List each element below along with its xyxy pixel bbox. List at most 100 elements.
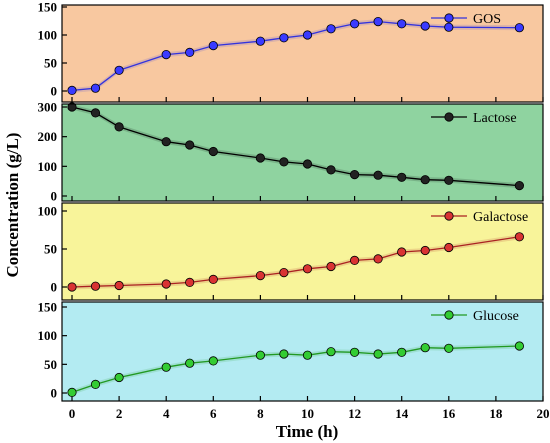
data-point	[67, 85, 77, 96]
data-point	[114, 122, 124, 132]
data-point	[326, 347, 336, 357]
data-point	[420, 245, 430, 256]
data-point	[514, 181, 525, 191]
data-point	[208, 146, 218, 157]
y-tick-label: 150	[38, 0, 58, 15]
data-point	[349, 255, 360, 265]
y-tick-label: 0	[51, 189, 58, 204]
y-tick-label: 0	[51, 280, 58, 295]
data-point	[373, 254, 383, 264]
data-point	[161, 362, 171, 372]
data-point	[349, 170, 360, 180]
data-point	[67, 282, 77, 292]
y-tick-label: 0	[51, 386, 58, 401]
data-point	[185, 140, 195, 150]
data-point	[420, 175, 430, 185]
data-point	[185, 47, 195, 58]
y-tick-label: 150	[38, 300, 58, 315]
y-tick-label: 100	[38, 28, 58, 43]
data-point	[373, 349, 383, 359]
data-point	[255, 270, 265, 281]
data-point	[444, 343, 454, 353]
data-point	[90, 379, 101, 389]
data-point	[90, 83, 101, 93]
data-point	[373, 170, 383, 180]
data-point	[279, 33, 289, 43]
data-point	[114, 372, 124, 383]
series-line	[71, 345, 520, 394]
y-tick-label: 300	[38, 100, 58, 115]
data-point	[444, 175, 454, 185]
x-tick-label: 4	[163, 406, 170, 421]
panel-background	[62, 302, 543, 401]
data-point	[514, 23, 525, 33]
data-point	[444, 22, 454, 32]
data-point	[255, 36, 265, 46]
data-point	[279, 157, 289, 167]
legend-label: Lactose	[473, 111, 517, 126]
legend-label: Glucose	[473, 309, 519, 324]
x-tick-label: 10	[301, 406, 314, 421]
data-point	[90, 281, 101, 291]
series-line	[71, 20, 520, 92]
data-point	[326, 165, 336, 175]
data-point	[326, 24, 336, 34]
data-point	[349, 19, 360, 29]
data-point	[514, 232, 525, 242]
legend-marker	[444, 310, 454, 320]
x-tick-label: 16	[442, 406, 456, 421]
data-point	[67, 387, 77, 397]
data-point	[397, 247, 407, 257]
data-point	[279, 349, 289, 359]
data-point	[302, 159, 313, 169]
data-point	[114, 280, 124, 291]
x-tick-label: 18	[489, 406, 503, 421]
legend-marker	[444, 13, 454, 23]
series-line	[71, 236, 520, 288]
data-point	[302, 30, 313, 40]
y-axis-title: Concentration (g/L)	[3, 133, 22, 278]
data-point	[161, 49, 171, 60]
data-point	[90, 108, 101, 118]
data-point	[114, 65, 124, 75]
panel-glucose: 0 50 100 150 Glucose	[38, 300, 544, 402]
y-tick-label: 50	[44, 357, 57, 372]
panel-gos: 0 50 100 150 GOS	[38, 0, 544, 103]
x-tick-label: 8	[257, 406, 264, 421]
y-tick-label: 100	[38, 159, 58, 174]
y-tick-label: 100	[38, 204, 58, 219]
panel-background	[62, 5, 543, 102]
y-tick-label: 50	[44, 242, 57, 257]
x-tick-label: 14	[395, 406, 409, 421]
panel-frame	[61, 202, 544, 301]
panel-lactose: 0 100 200 300 Lactose	[38, 100, 544, 204]
data-point	[302, 264, 313, 274]
data-point	[161, 279, 171, 289]
data-point	[373, 17, 383, 27]
data-point	[302, 350, 313, 360]
data-point	[208, 356, 218, 366]
y-tick-label: 200	[38, 129, 58, 144]
panel-frame	[61, 4, 544, 103]
data-point	[514, 341, 525, 351]
y-tick-label: 50	[44, 56, 57, 71]
x-tick-label: 12	[348, 406, 361, 421]
data-point	[255, 350, 265, 360]
data-point	[397, 347, 407, 357]
data-point	[67, 102, 77, 112]
data-point	[185, 277, 195, 287]
data-point	[397, 172, 407, 182]
data-point	[185, 358, 195, 368]
panel-frame	[61, 301, 544, 402]
panel-background	[62, 104, 543, 201]
data-point	[444, 242, 454, 253]
x-tick-label: 0	[69, 406, 76, 421]
data-point	[279, 267, 289, 278]
data-point	[326, 261, 336, 272]
x-tick-label: 6	[210, 406, 217, 421]
legend-marker	[444, 112, 454, 122]
data-point	[255, 153, 265, 163]
x-axis: 0 2 4 6 8 10 12 14 16 18 20	[69, 406, 550, 421]
data-point	[208, 40, 218, 51]
